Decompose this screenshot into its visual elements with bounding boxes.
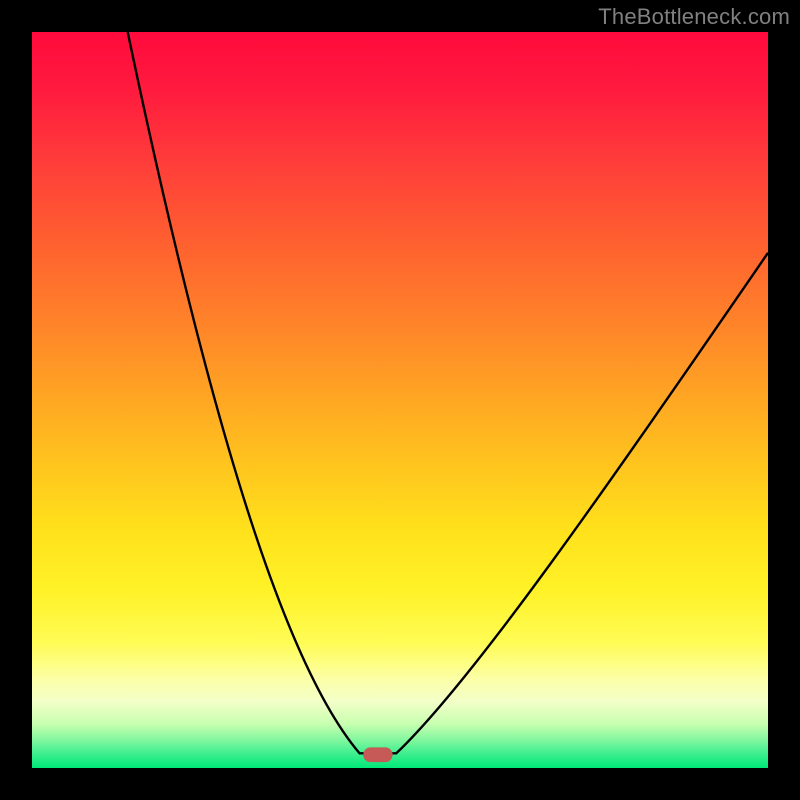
optimal-marker bbox=[363, 747, 392, 762]
chart-svg bbox=[0, 0, 800, 800]
plot-background bbox=[32, 32, 768, 768]
bottleneck-chart: TheBottleneck.com bbox=[0, 0, 800, 800]
watermark-text: TheBottleneck.com bbox=[598, 4, 790, 30]
